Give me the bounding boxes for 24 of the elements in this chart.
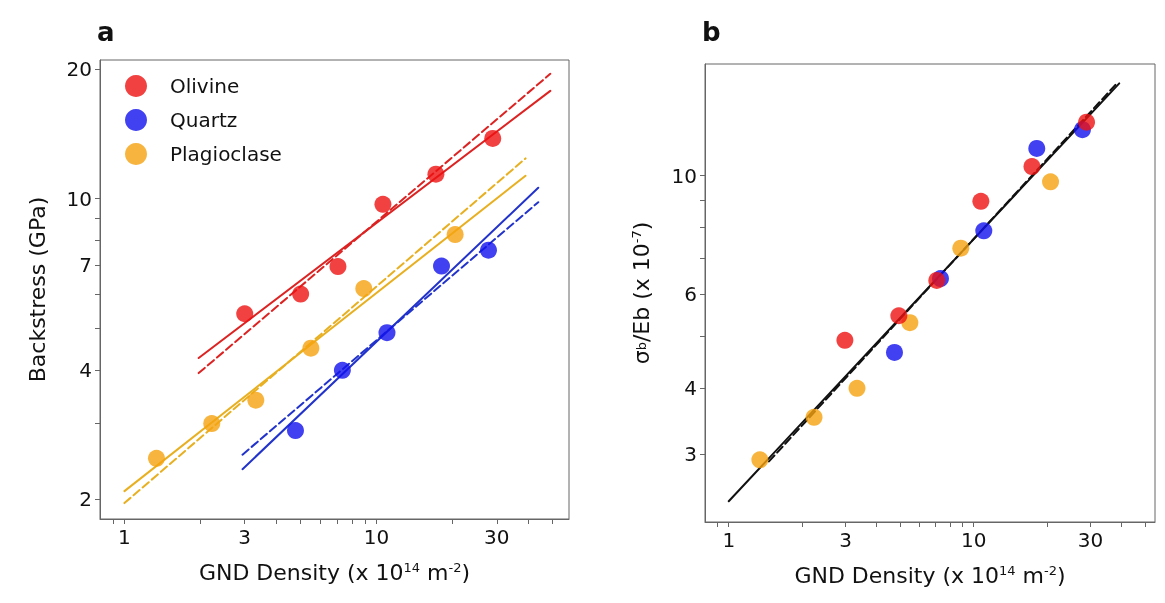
y-tick-label: 20 — [66, 57, 92, 82]
x-tick-label: 30 — [484, 525, 510, 549]
y-tick-label: 10 — [66, 186, 92, 211]
x-tick-label: 1 — [118, 525, 131, 549]
x-tick-label: 1 — [722, 528, 736, 552]
chart-title: a — [97, 17, 115, 47]
legend-label: Plagioclase — [170, 142, 282, 166]
y-tick-label: 4 — [79, 357, 92, 382]
y-axis-title: Backstress (GPa) — [24, 196, 50, 383]
x-tick-label: 3 — [238, 525, 252, 549]
y-tick-label: 2 — [79, 487, 92, 512]
y-tick-label: 6 — [684, 281, 697, 306]
y-tick-label: 4 — [684, 375, 697, 400]
legend-label: Olivine — [170, 74, 240, 98]
legend-label: Quartz — [170, 108, 238, 132]
y-axis-title: σb/Eb (x 10-7) — [629, 221, 654, 365]
chart-title: b — [702, 17, 721, 47]
y-tick-label: 10 — [671, 163, 697, 188]
x-tick-label: 10 — [363, 525, 390, 549]
x-tick-label: 30 — [1077, 528, 1104, 552]
x-tick-label: 10 — [960, 528, 987, 552]
x-tick-label: 3 — [839, 528, 852, 552]
y-tick-label: 3 — [684, 442, 697, 467]
y-tick-label: 7 — [79, 253, 92, 278]
